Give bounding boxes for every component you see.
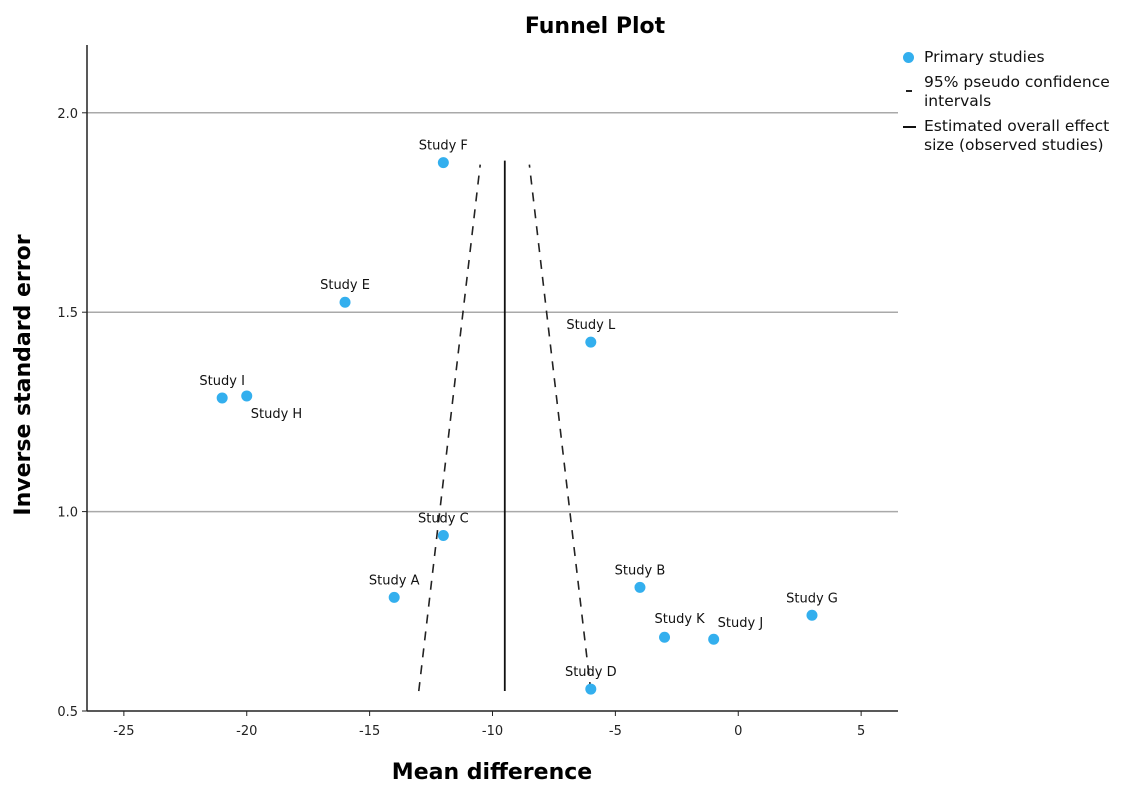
x-tick-label: -5 (609, 724, 622, 739)
grid-lines (87, 112, 898, 513)
study-point (437, 157, 449, 169)
y-tick-label: 0.5 (57, 705, 78, 720)
study-point (216, 392, 228, 404)
y-tick-label: 2.0 (57, 107, 78, 122)
study-point-label: Study A (369, 573, 420, 588)
x-tick-label: -25 (113, 724, 134, 739)
x-tick-label: 5 (857, 724, 865, 739)
study-point-label: Study K (655, 612, 706, 627)
pseudo-confidence-intervals (417, 164, 592, 692)
chart-title: Funnel Plot (525, 14, 666, 39)
study-point-label: Study B (615, 563, 666, 578)
study-point (585, 336, 597, 348)
study-point-label: Study D (565, 665, 617, 680)
study-point-label: Study E (320, 278, 370, 293)
x-tick-label: 0 (734, 724, 742, 739)
x-tick-label: -15 (359, 724, 380, 739)
tick-labels: -25 -20 -15 -10 -5 0 5 0.5 1.0 1.5 2.0 (57, 107, 865, 739)
dot-marker-icon (903, 52, 914, 63)
legend-label: 95% pseudo confidence intervals (924, 73, 1110, 110)
x-tick-label: -20 (236, 724, 257, 739)
legend-item-overall-effect: Estimated overall effect size (observed … (902, 117, 1138, 155)
axes (82, 45, 898, 716)
study-point-label: Study L (566, 318, 616, 333)
study-point (241, 390, 253, 402)
legend-item-pseudo-ci: 95% pseudo confidence intervals (902, 73, 1138, 111)
study-point (437, 530, 449, 542)
x-axis-label: Mean difference (392, 760, 592, 785)
legend: Primary studies 95% pseudo confidence in… (902, 48, 1138, 161)
legend-label: Estimated overall effect size (observed … (924, 117, 1110, 154)
study-point (634, 581, 646, 593)
study-point-label: Study I (199, 374, 245, 389)
study-point (708, 633, 720, 645)
study-point (585, 683, 597, 695)
legend-label: Primary studies (924, 48, 1045, 66)
study-point-label: Study G (786, 591, 838, 606)
dashed-line-icon (906, 90, 912, 92)
pseudo-ci-upper-line (528, 164, 592, 692)
study-point-label: Study J (718, 616, 764, 631)
study-point (339, 296, 351, 308)
study-point-label: Study F (419, 139, 468, 154)
y-axis-label: Inverse standard error (11, 234, 36, 515)
study-point (659, 631, 671, 643)
solid-line-icon (903, 126, 916, 128)
pseudo-ci-lower-line (417, 164, 482, 692)
legend-item-primary-studies: Primary studies (902, 48, 1138, 67)
y-tick-label: 1.0 (57, 506, 78, 521)
study-points: Study A Study B Study C Study D Study E Study… (199, 139, 838, 695)
study-point (806, 609, 818, 621)
study-point-label: Study H (251, 407, 302, 422)
study-point-label: Study C (418, 512, 469, 527)
study-point (388, 591, 400, 603)
y-tick-label: 1.5 (57, 306, 78, 321)
x-tick-label: -10 (482, 724, 503, 739)
